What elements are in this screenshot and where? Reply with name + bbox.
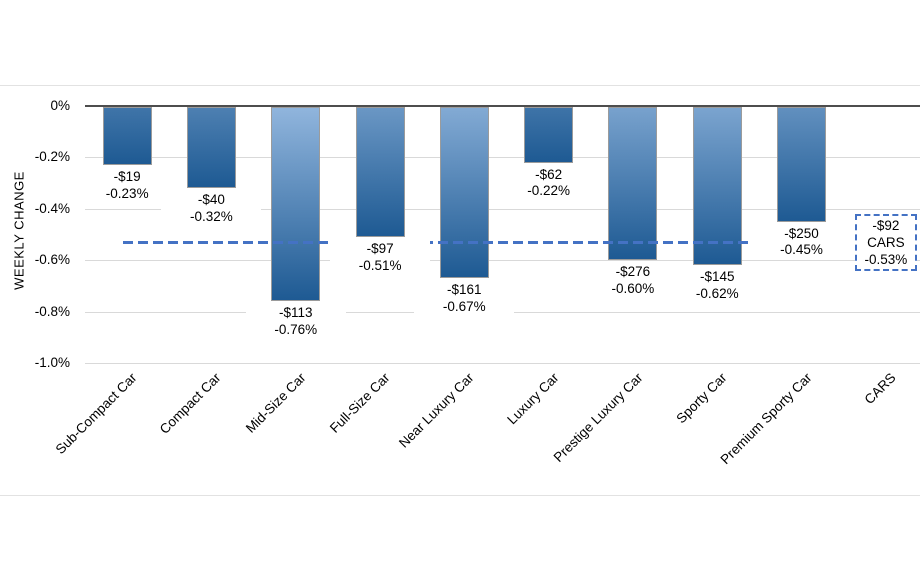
bar-percent-label: -0.62% [695,285,739,301]
category-label-near-luxury-car: Near Luxury Car [396,370,477,451]
category-label-full-size-car: Full-Size Car [326,370,393,436]
y-tick-label: -0.8% [34,304,70,319]
bar-full-size-car [355,107,405,238]
bar-value-label: -$97 -0.51% [330,241,431,275]
bar-money-label: -$19 [113,169,141,185]
category-label-prestige-luxury-car: Prestige Luxury Car [550,370,646,465]
bar-prestige-luxury-car [608,107,658,261]
bar-compact-car [186,107,236,189]
bar-money-label: -$40 [197,192,225,208]
bar-percent-label: -0.67% [442,298,486,314]
bar-sub-compact-car [102,107,152,166]
bar-sporty-car [692,107,742,266]
bar-money-label: -$145 [700,269,735,285]
bar-value-label: -$276 -0.60% [582,264,683,298]
bar-value-label: -$113 -0.76% [245,305,346,339]
bar-money-label: -$97 [366,241,394,257]
bar-value-label: -$145 -0.62% [667,269,768,303]
gridline [85,363,920,364]
cars-box-percent: -0.53% [864,251,908,267]
y-tick-label: -0.2% [34,149,70,164]
y-tick-label: 0% [50,98,70,113]
y-tick-label: -1.0% [34,355,70,370]
bar-near-luxury-car [439,107,489,279]
bar-value-label: -$40 -0.32% [161,192,262,226]
bar-value-label: -$161 -0.67% [414,282,515,316]
category-label-premium-sporty-car: Premium Sporty Car [717,370,815,468]
chart-bottom-border [0,495,920,496]
bar-value-label: -$62 -0.22% [498,166,599,200]
gridline [85,157,920,158]
bar-percent-label: -0.32% [190,208,233,224]
average-dashed-line [123,240,852,244]
x-axis-zero-line [85,105,920,107]
bar-percent-label: -0.45% [780,242,823,258]
bar-mid-size-car [271,107,321,302]
bar-premium-sporty-car [777,107,826,222]
category-label-cars: CARS [861,370,899,408]
bar-luxury-car [524,107,574,163]
cars-average-box: -$92 CARS -0.53% [854,213,917,271]
gridline [85,260,920,261]
bar-money-label: -$113 [279,305,313,321]
bar-percent-label: -0.60% [611,280,655,296]
bar-percent-label: -0.76% [274,321,318,337]
bar-percent-label: -0.22% [527,183,570,198]
category-label-luxury-car: Luxury Car [503,370,562,428]
bar-value-label: -$19 -0.23% [77,169,178,203]
gridline [85,209,920,210]
bar-money-label: -$161 [447,282,482,298]
bar-money-label: -$276 [615,264,651,280]
bar-money-label: -$250 [784,225,819,241]
chart-top-border [0,85,920,86]
bar-money-label: -$62 [535,166,563,182]
y-tick-label: -0.6% [34,252,70,267]
category-label-sporty-car: Sporty Car [673,370,730,427]
cars-box-title: CARS [867,234,905,250]
bar-percent-label: -0.51% [358,257,402,273]
category-label-mid-size-car: Mid-Size Car [242,370,309,436]
y-tick-label: -0.4% [34,201,70,216]
bar-value-label: -$250 -0.45% [751,225,852,259]
category-label-compact-car: Compact Car [157,370,225,437]
cars-box-money: -$92 [872,217,900,233]
bar-percent-label: -0.23% [105,185,149,201]
